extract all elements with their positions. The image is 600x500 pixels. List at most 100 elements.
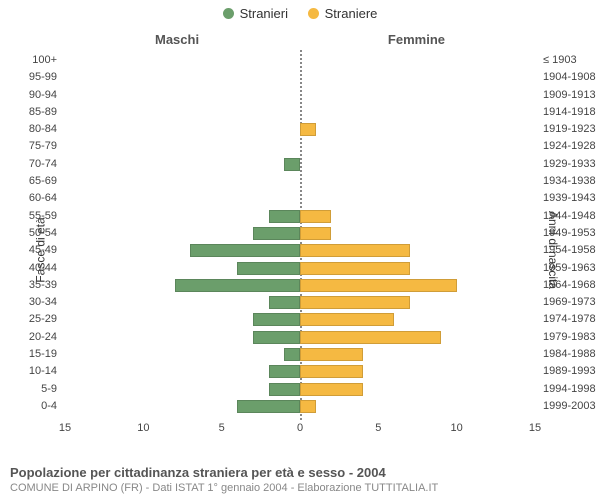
legend-label-male: Stranieri: [240, 6, 288, 21]
year-label: 1929-1933: [543, 156, 596, 173]
year-label: 1969-1973: [543, 294, 596, 311]
bar-female: [300, 262, 410, 275]
age-label: 20-24: [29, 329, 57, 346]
year-label: 1919-1923: [543, 121, 596, 138]
year-label: 1989-1993: [543, 363, 596, 380]
bar-male: [237, 262, 300, 275]
year-label: 1999-2003: [543, 398, 596, 415]
bar-male: [190, 244, 300, 257]
age-label: 40-44: [29, 260, 57, 277]
year-label: 1979-1983: [543, 329, 596, 346]
x-tick: 10: [137, 422, 149, 434]
pyramid-row: 90-941909-1913: [65, 87, 535, 104]
age-label: 65-69: [29, 173, 57, 190]
pyramid-row: 95-991904-1908: [65, 69, 535, 86]
x-axis: 15105051015: [65, 420, 535, 440]
bar-male: [269, 383, 300, 396]
year-label: 1904-1908: [543, 69, 596, 86]
pyramid-row: 20-241979-1983: [65, 329, 535, 346]
bar-female: [300, 227, 331, 240]
age-label: 80-84: [29, 121, 57, 138]
pyramid-row: 30-341969-1973: [65, 294, 535, 311]
bar-female: [300, 296, 410, 309]
x-tick: 5: [375, 422, 381, 434]
bar-male: [253, 313, 300, 326]
age-label: 60-64: [29, 190, 57, 207]
pyramid-row: 60-641939-1943: [65, 190, 535, 207]
bar-male: [269, 365, 300, 378]
legend-swatch-female: [308, 8, 319, 19]
caption: Popolazione per cittadinanza straniera p…: [10, 465, 590, 494]
caption-subtitle: COMUNE DI ARPINO (FR) - Dati ISTAT 1° ge…: [10, 482, 590, 494]
pyramid-row: 55-591944-1948: [65, 208, 535, 225]
bar-female: [300, 210, 331, 223]
pyramid-row: 75-791924-1928: [65, 138, 535, 155]
pyramid-row: 85-891914-1918: [65, 104, 535, 121]
year-label: 1949-1953: [543, 225, 596, 242]
pyramid-row: 25-291974-1978: [65, 311, 535, 328]
age-label: 90-94: [29, 87, 57, 104]
pyramid-row: 10-141989-1993: [65, 363, 535, 380]
pyramid-row: 40-441959-1963: [65, 260, 535, 277]
bar-female: [300, 331, 441, 344]
year-label: 1934-1938: [543, 173, 596, 190]
year-label: 1954-1958: [543, 242, 596, 259]
year-label: 1964-1968: [543, 277, 596, 294]
year-label: 1924-1928: [543, 138, 596, 155]
legend-swatch-male: [223, 8, 234, 19]
year-label: 1944-1948: [543, 208, 596, 225]
legend-label-female: Straniere: [325, 6, 378, 21]
x-tick: 15: [529, 422, 541, 434]
legend-item-female: Straniere: [308, 6, 378, 21]
bar-male: [284, 158, 300, 171]
year-label: 1994-1998: [543, 381, 596, 398]
pyramid-row: 50-541949-1953: [65, 225, 535, 242]
pyramid-row: 15-191984-1988: [65, 346, 535, 363]
header-female: Femmine: [388, 32, 445, 47]
pyramid-chart: Stranieri Straniere Fasce di età Anni di…: [0, 0, 600, 500]
caption-title: Popolazione per cittadinanza straniera p…: [10, 465, 590, 480]
age-label: 70-74: [29, 156, 57, 173]
year-label: 1974-1978: [543, 311, 596, 328]
pyramid-row: 0-41999-2003: [65, 398, 535, 415]
pyramid-row: 80-841919-1923: [65, 121, 535, 138]
age-label: 75-79: [29, 138, 57, 155]
bar-female: [300, 244, 410, 257]
header-male: Maschi: [155, 32, 199, 47]
legend: Stranieri Straniere: [0, 6, 600, 22]
year-label: ≤ 1903: [543, 52, 577, 69]
age-label: 15-19: [29, 346, 57, 363]
plot-area: 100+≤ 190395-991904-190890-941909-191385…: [65, 50, 535, 420]
pyramid-row: 100+≤ 1903: [65, 52, 535, 69]
bar-male: [253, 227, 300, 240]
pyramid-row: 45-491954-1958: [65, 242, 535, 259]
pyramid-row: 65-691934-1938: [65, 173, 535, 190]
x-tick: 0: [297, 422, 303, 434]
rows-container: 100+≤ 190395-991904-190890-941909-191385…: [65, 52, 535, 415]
pyramid-row: 70-741929-1933: [65, 156, 535, 173]
year-label: 1939-1943: [543, 190, 596, 207]
age-label: 45-49: [29, 242, 57, 259]
year-label: 1984-1988: [543, 346, 596, 363]
x-tick: 10: [451, 422, 463, 434]
year-label: 1914-1918: [543, 104, 596, 121]
x-tick: 15: [59, 422, 71, 434]
year-label: 1959-1963: [543, 260, 596, 277]
bar-female: [300, 383, 363, 396]
bar-male: [175, 279, 300, 292]
plot: Maschi Femmine 100+≤ 190395-991904-19089…: [65, 30, 535, 440]
bar-male: [253, 331, 300, 344]
age-label: 0-4: [41, 398, 57, 415]
legend-item-male: Stranieri: [223, 6, 288, 21]
year-label: 1909-1913: [543, 87, 596, 104]
bar-male: [269, 210, 300, 223]
pyramid-row: 35-391964-1968: [65, 277, 535, 294]
age-label: 85-89: [29, 104, 57, 121]
age-label: 30-34: [29, 294, 57, 311]
bar-male: [284, 348, 300, 361]
bar-male: [269, 296, 300, 309]
bar-female: [300, 365, 363, 378]
age-label: 50-54: [29, 225, 57, 242]
age-label: 95-99: [29, 69, 57, 86]
age-label: 25-29: [29, 311, 57, 328]
